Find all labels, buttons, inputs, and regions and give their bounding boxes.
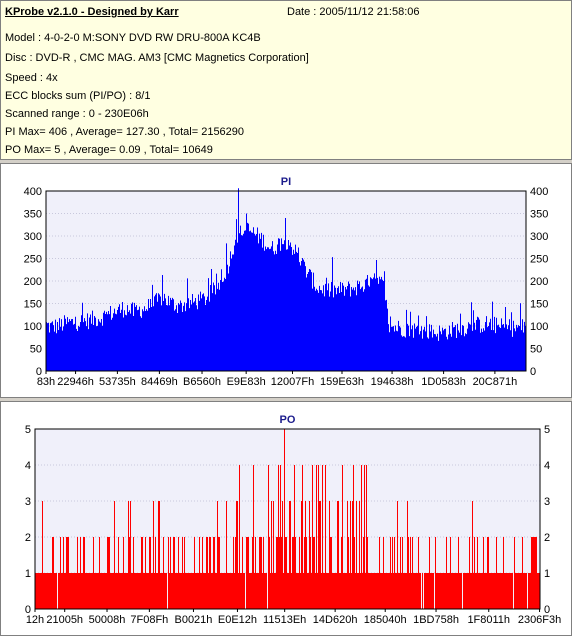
x-tick-label: 14D620h <box>313 614 358 626</box>
x-tick-label: 2306F3h <box>518 614 561 626</box>
y-tick-label-right: 100 <box>530 321 548 333</box>
y-tick-label-right: 1 <box>544 568 550 580</box>
x-tick-label: 194638h <box>371 376 414 388</box>
pi-chart: PI 0 0 50 50 100 100 150 150 200 200 250 250 300 300 35… <box>24 176 549 388</box>
x-tick-label: 83h <box>37 376 55 388</box>
info-po-summary: PO Max= 5 , Average= 0.09 , Total= 10649 <box>5 144 213 156</box>
info-speed: Speed : 4x <box>5 72 58 84</box>
scan-date: Date : 2005/11/12 21:58:06 <box>287 6 420 18</box>
y-tick-label-right: 300 <box>530 231 548 243</box>
info-pi-summary: PI Max= 406 , Average= 127.30 , Total= 2… <box>5 126 245 138</box>
y-tick-label-right: 50 <box>530 344 542 356</box>
info-model: Model : 4-0-2-0 M:SONY DVD RW DRU-800A K… <box>5 32 261 44</box>
po-chart: PO 0 0 1 1 2 2 3 3 4 4 5 5 12h 21005h 50008h 7F08Fh B0021… <box>25 414 561 626</box>
x-tick-label: 21005h <box>46 614 83 626</box>
info-disc: Disc : DVD-R , CMC MAG. AM3 [CMC Magneti… <box>5 52 309 64</box>
y-tick-label-right: 3 <box>544 496 550 508</box>
x-tick-label: 185040h <box>364 614 407 626</box>
y-tick-label-right: 400 <box>530 186 548 198</box>
y-tick-label-right: 5 <box>544 424 550 436</box>
x-tick-label: E0E12h <box>218 614 257 626</box>
x-tick-label: 12007Fh <box>271 376 314 388</box>
x-tick-label: 1F8011h <box>467 614 510 626</box>
plot-frame <box>45 190 527 372</box>
y-tick-label: 350 <box>24 209 42 221</box>
y-tick-label: 0 <box>36 366 42 378</box>
y-tick-label: 0 <box>25 604 31 616</box>
y-tick-label: 3 <box>25 496 31 508</box>
y-tick-label: 2 <box>25 532 31 544</box>
x-tick-label: B6560h <box>183 376 221 388</box>
x-tick-label: 159E63h <box>320 376 364 388</box>
y-tick-label: 150 <box>24 299 42 311</box>
plot-frame <box>34 428 541 610</box>
y-tick-label-right: 0 <box>530 366 536 378</box>
x-tick-label: 1D0583h <box>421 376 466 388</box>
y-tick-label: 300 <box>24 231 42 243</box>
x-tick-label: 84469h <box>141 376 178 388</box>
x-tick-label: 50008h <box>89 614 126 626</box>
y-tick-label: 1 <box>25 568 31 580</box>
x-tick-label: 22946h <box>57 376 94 388</box>
x-tick-label: B0021h <box>174 614 212 626</box>
info-panel: KProbe v2.1.0 - Designed by Karr Date : … <box>0 0 572 160</box>
x-tick-label: 12h <box>26 614 44 626</box>
x-tick-label: 11513Eh <box>263 614 306 626</box>
y-tick-label: 400 <box>24 186 42 198</box>
chart-title: PI <box>281 176 291 188</box>
y-tick-label: 4 <box>25 460 31 472</box>
y-tick-label-right: 250 <box>530 254 548 266</box>
x-tick-label: E9E83h <box>227 376 266 388</box>
x-tick-label: 20C871h <box>473 376 518 388</box>
y-tick-label-right: 4 <box>544 460 550 472</box>
y-tick-label-right: 350 <box>530 209 548 221</box>
y-tick-label-right: 150 <box>530 299 548 311</box>
chart-title: PO <box>280 414 296 426</box>
y-tick-label-right: 2 <box>544 532 550 544</box>
y-tick-label: 250 <box>24 254 42 266</box>
info-scanned-range: Scanned range : 0 - 230E06h <box>5 108 149 120</box>
pi-chart-panel: PI 0 0 50 50 100 100 150 150 200 200 250 250 300 300 35… <box>0 163 572 398</box>
x-tick-label: 53735h <box>99 376 136 388</box>
y-tick-label-right: 0 <box>544 604 550 616</box>
y-tick-label: 200 <box>24 276 42 288</box>
po-chart-panel: PO 0 0 1 1 2 2 3 3 4 4 5 5 12h 21005h 50008h 7F08Fh B0021… <box>0 401 572 636</box>
x-tick-label: 1BD758h <box>413 614 459 626</box>
app-title: KProbe v2.1.0 - Designed by Karr <box>5 6 179 18</box>
x-tick-label: 7F08Fh <box>130 614 168 626</box>
y-tick-label-right: 200 <box>530 276 548 288</box>
info-ecc-blocks: ECC blocks sum (PI/PO) : 8/1 <box>5 90 151 102</box>
y-tick-label: 100 <box>24 321 42 333</box>
y-tick-label: 50 <box>30 344 42 356</box>
y-tick-label: 5 <box>25 424 31 436</box>
